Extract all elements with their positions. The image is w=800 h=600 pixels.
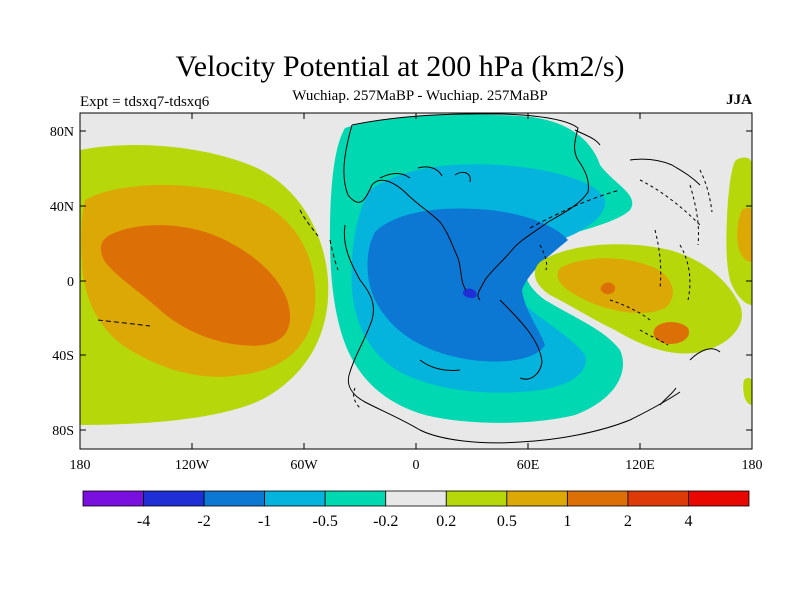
colorbar-label: -2 (197, 513, 210, 530)
colorbar-label: -0.2 (373, 513, 398, 530)
x-tick-labels: 180 120W 60W 0 60E 120E 180 (70, 458, 763, 473)
colorbar-label: 0.2 (436, 513, 456, 530)
colorbar-swatch (627, 490, 689, 507)
colorbar-swatch (566, 490, 629, 507)
x-tick-label: 60E (517, 458, 540, 473)
x-tick-label: 180 (742, 458, 763, 473)
colorbar-swatch (82, 490, 144, 507)
x-tick-label: 180 (70, 458, 91, 473)
asia-contour-1a (600, 282, 616, 295)
y-tick-label: 40N (50, 200, 74, 215)
colorbar-swatch (445, 490, 508, 507)
colorbar-swatch (203, 490, 266, 507)
y-tick-labels: 80N 40N 0 40S 80S (50, 125, 74, 439)
colorbar-swatch (385, 490, 447, 507)
pacific-contour-1 (100, 225, 291, 346)
y-tick-label: 40S (52, 349, 74, 364)
season-label: JJA (726, 92, 752, 108)
x-tick-label: 120W (175, 458, 210, 473)
asia-contour-1b (653, 322, 690, 344)
contour-field (80, 113, 752, 449)
colorbar: -4 -2 -1 -0.5 -0.2 0.2 0.5 1 2 4 (82, 490, 750, 530)
x-tick-label: 60W (290, 458, 318, 473)
colorbar-label: -0.5 (313, 513, 338, 530)
y-tick-label: 0 (67, 275, 74, 290)
africa-contour-neg2 (462, 288, 477, 299)
axis-ticks (79, 113, 753, 449)
colorbar-label: 4 (684, 513, 692, 530)
east-south-contour-0.2 (743, 377, 752, 405)
colorbar-label: 0.5 (497, 513, 517, 530)
asia-contour-0.5 (557, 258, 673, 314)
experiment-label: Expt = tdsxq7-tdsxq6 (80, 94, 210, 110)
coastlines (97, 113, 721, 444)
chart-subtitle: Wuchiap. 257MaBP - Wuchiap. 257MaBP (292, 88, 548, 104)
y-tick-label: 80S (52, 424, 74, 439)
colorbar-swatch (506, 490, 568, 507)
africa-contour-neg1 (367, 208, 568, 362)
chart-title: Velocity Potential at 200 hPa (km2/s) (175, 50, 625, 83)
colorbar-swatch (324, 490, 387, 507)
x-tick-label: 120E (625, 458, 655, 473)
colorbar-swatch (143, 490, 205, 507)
colorbar-swatch (264, 490, 326, 507)
x-tick-label: 0 (413, 458, 420, 473)
colorbar-swatch (688, 490, 750, 507)
colorbar-label: -4 (137, 513, 150, 530)
colorbar-label: 1 (563, 513, 571, 530)
colorbar-label: -1 (258, 513, 271, 530)
colorbar-label: 2 (624, 513, 632, 530)
east-contour-0.5 (737, 207, 752, 262)
y-tick-label: 80N (50, 125, 74, 140)
